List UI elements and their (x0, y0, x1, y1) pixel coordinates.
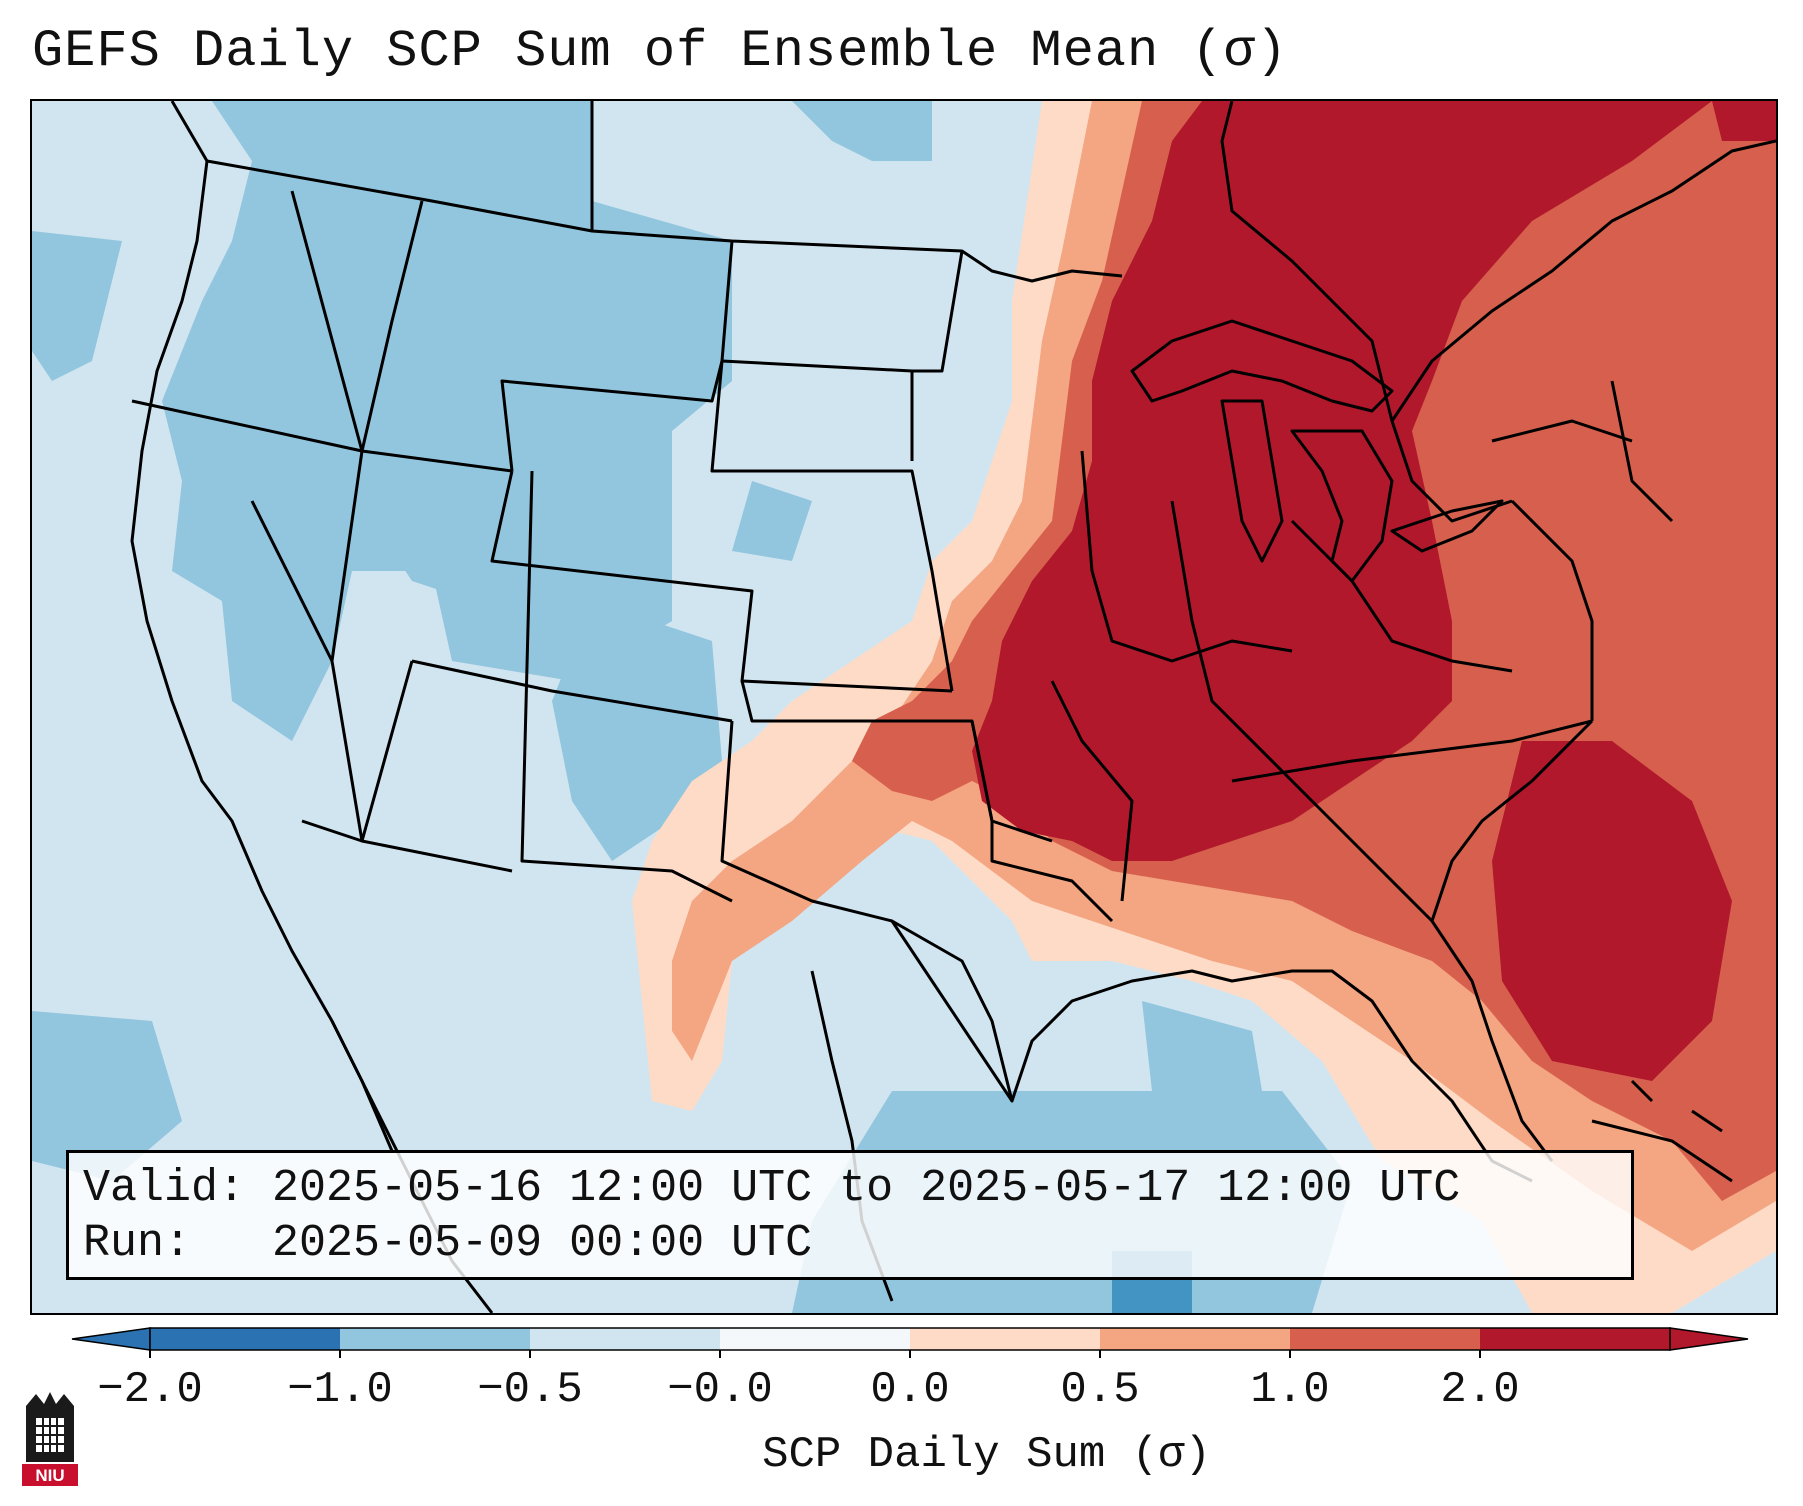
colorbar-segment (1100, 1328, 1291, 1350)
run-row: Run: 2025-05-09 00:00 UTC (83, 1216, 1617, 1271)
state-boundaries (130, 101, 1776, 1313)
colorbar-segment (1290, 1328, 1481, 1350)
colorbar-tick-label: −0.5 (477, 1365, 583, 1415)
colorbar-label: SCP Daily Sum (σ) (762, 1430, 1211, 1480)
niu-logo: NIU (22, 1392, 78, 1486)
colorbar-tick-label: 2.0 (1440, 1365, 1520, 1415)
scp-map (32, 101, 1776, 1313)
colorbar-tick-label: 0.0 (870, 1365, 950, 1415)
colorbar-segment (1480, 1328, 1671, 1350)
map-panel[interactable] (30, 99, 1778, 1315)
extreme-positive-regions (972, 101, 1776, 1081)
valid-label: Valid: (83, 1163, 246, 1214)
colorbar (71, 1327, 1749, 1358)
colorbar-segment (150, 1328, 341, 1350)
validity-info-box: Valid: 2025-05-16 12:00 UTC to 2025-05-1… (66, 1150, 1634, 1280)
map-title: GEFS Daily SCP Sum of Ensemble Mean (σ) (32, 22, 1288, 81)
colorbar-tick-label: 0.5 (1060, 1365, 1140, 1415)
colorbar-tick-label: −0.0 (667, 1365, 773, 1415)
colorbar-tick-label: −2.0 (97, 1365, 203, 1415)
colorbar-segments (71, 1327, 1749, 1351)
colorbar-segment (340, 1328, 531, 1350)
colorbar-tick-label: −1.0 (287, 1365, 393, 1415)
run-value: 2025-05-09 00:00 UTC (272, 1218, 813, 1269)
valid-row: Valid: 2025-05-16 12:00 UTC to 2025-05-1… (83, 1161, 1617, 1216)
colorbar-segment (530, 1328, 721, 1350)
colorbar-ticks (149, 1350, 1481, 1358)
colorbar-segment (910, 1328, 1101, 1350)
run-label: Run: (83, 1218, 192, 1269)
colorbar-extend-right (1669, 1327, 1749, 1351)
colorbar-tick-label: 1.0 (1250, 1365, 1330, 1415)
valid-value: 2025-05-16 12:00 UTC to 2025-05-17 12:00… (272, 1163, 1461, 1214)
colorbar-extend-left (71, 1327, 151, 1351)
logo-text: NIU (35, 1466, 64, 1485)
colorbar-segment (720, 1328, 911, 1350)
